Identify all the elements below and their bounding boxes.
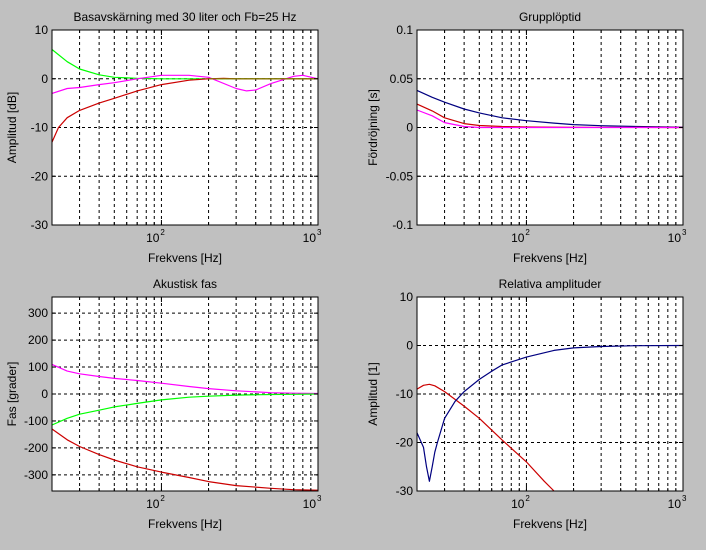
y-tick-label: -300 [24,468,48,482]
series-line-1 [416,89,684,128]
chart-title: Akustisk fas [153,277,217,291]
x-tick-label: 10 [668,231,682,245]
y-tick-label: 0 [406,121,413,135]
y-tick-label: 300 [28,306,48,320]
series-line-2 [416,344,684,482]
y-tick-label: -0.1 [392,218,413,232]
x-tick-label: 10 [511,497,525,511]
x-tick-label: 10 [668,497,682,511]
x-tick-label-exponent: 3 [682,494,687,503]
y-tick-label: 0.1 [396,23,413,37]
x-tick-label-exponent: 3 [317,494,322,503]
y-tick-label: -200 [24,441,48,455]
x-tick-label-exponent: 3 [682,228,687,237]
x-axis-label: Frekvens [Hz] [148,517,222,531]
x-axis-label: Frekvens [Hz] [513,251,587,265]
y-axis-label: Amplitud [1] [366,362,380,425]
y-axis-label: Fördröjning [s] [366,89,380,166]
x-tick-label: 10 [303,231,317,245]
y-tick-label: 100 [28,360,48,374]
y-tick-label: 10 [400,290,414,304]
y-tick-label: 0 [406,339,413,353]
y-tick-label: 0 [41,72,48,86]
x-tick-label-exponent: 2 [525,228,530,237]
x-tick-label-exponent: 3 [317,228,322,237]
x-tick-label-exponent: 2 [160,228,165,237]
series-line-3 [416,109,683,129]
x-tick-label: 10 [146,231,160,245]
y-tick-label: -10 [31,121,49,135]
x-tick-label: 10 [146,497,160,511]
y-axis-label: Amplitud [dB] [5,92,19,163]
x-axis-label: Frekvens [Hz] [148,251,222,265]
y-tick-label: -30 [31,218,49,232]
x-tick-label-exponent: 2 [160,494,165,503]
y-tick-label: 0.05 [390,72,414,86]
series-line-2 [51,74,319,94]
y-tick-label: 200 [28,333,48,347]
y-tick-label: 10 [35,23,49,37]
x-tick-label: 10 [511,231,525,245]
y-tick-label: 0 [41,387,48,401]
chart-title: Basavskärning med 30 liter och Fb=25 Hz [73,10,296,24]
y-tick-label: -100 [24,414,48,428]
y-tick-label: -20 [31,169,49,183]
series-line-1 [51,363,319,395]
y-tick-label: -30 [396,484,414,498]
y-tick-label: -10 [396,387,414,401]
series-line-1 [416,383,555,492]
chart-title: Relativa amplituder [499,277,602,291]
series-line-2 [51,393,319,426]
y-tick-label: -0.05 [386,169,414,183]
y-axis-label: Fas [grader] [5,362,19,427]
y-tick-label: -20 [396,436,414,450]
x-axis-label: Frekvens [Hz] [513,517,587,531]
x-tick-label-exponent: 2 [525,494,530,503]
x-tick-label: 10 [303,497,317,511]
chart-title: Grupplöptid [519,10,581,24]
